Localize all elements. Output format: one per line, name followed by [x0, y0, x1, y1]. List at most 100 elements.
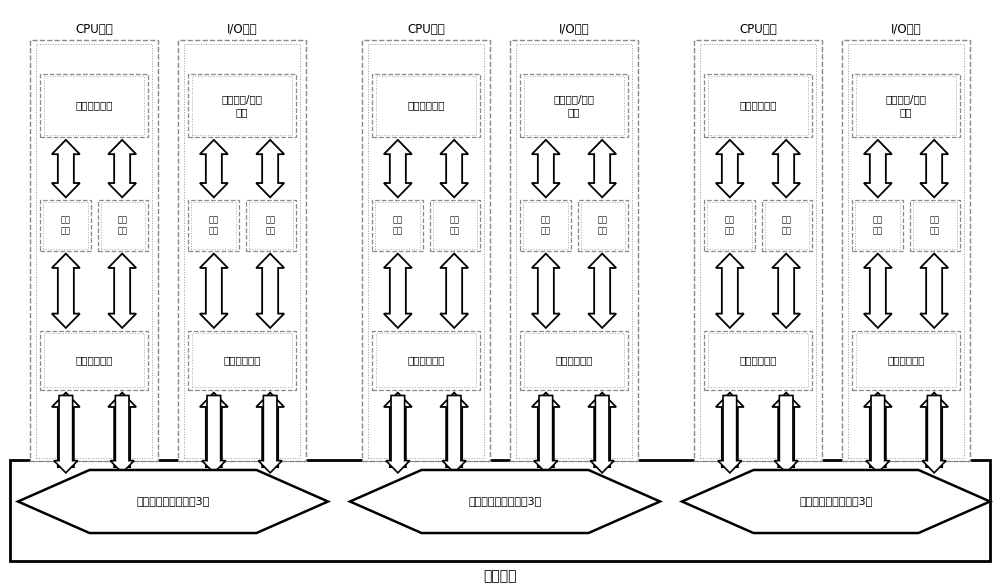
Polygon shape	[384, 253, 412, 328]
Polygon shape	[384, 392, 412, 467]
Polygon shape	[52, 253, 80, 328]
Bar	[510, 40, 638, 461]
Bar	[375, 202, 420, 249]
Polygon shape	[534, 395, 558, 473]
Polygon shape	[718, 395, 742, 473]
Text: 背板接口逻辑: 背板接口逻辑	[223, 355, 261, 365]
Bar	[368, 44, 484, 458]
Text: 数据输入/输出
设备: 数据输入/输出 设备	[222, 94, 262, 117]
Bar	[856, 333, 956, 387]
Bar	[842, 40, 970, 461]
Polygon shape	[108, 392, 136, 467]
Polygon shape	[774, 395, 798, 473]
Bar	[580, 202, 625, 249]
Bar	[707, 202, 752, 249]
Bar	[188, 331, 296, 390]
Text: 功能
模块: 功能 模块	[540, 215, 550, 235]
Text: 功能
模块: 功能 模块	[450, 215, 460, 235]
Polygon shape	[772, 140, 800, 197]
Bar	[762, 200, 812, 251]
Bar	[30, 40, 158, 461]
Polygon shape	[108, 140, 136, 197]
Text: 数据输入/输出
设备: 数据输入/输出 设备	[886, 94, 926, 117]
Text: 机箱背板: 机箱背板	[483, 569, 517, 583]
Bar	[248, 202, 293, 249]
Polygon shape	[256, 253, 284, 328]
Text: 数据处理设备: 数据处理设备	[407, 100, 445, 110]
Polygon shape	[52, 140, 80, 197]
Text: 背板接口逻辑: 背板接口逻辑	[739, 355, 777, 365]
Text: 背板接口逻辑: 背板接口逻辑	[555, 355, 593, 365]
Polygon shape	[866, 395, 890, 473]
Text: 功能
模块: 功能 模块	[598, 215, 608, 235]
Bar	[704, 331, 812, 390]
Polygon shape	[864, 392, 892, 467]
Text: CPU板卡: CPU板卡	[739, 23, 777, 36]
Polygon shape	[256, 392, 284, 467]
Polygon shape	[386, 395, 410, 473]
Text: 功能
模块: 功能 模块	[208, 215, 218, 235]
Bar	[704, 74, 812, 137]
Polygon shape	[52, 392, 80, 467]
Bar	[765, 202, 809, 249]
Bar	[188, 200, 239, 251]
Polygon shape	[716, 140, 744, 197]
Polygon shape	[588, 253, 616, 328]
Text: CPU板卡: CPU板卡	[75, 23, 113, 36]
Polygon shape	[716, 253, 744, 328]
Polygon shape	[772, 253, 800, 328]
Bar	[376, 76, 476, 135]
Bar	[520, 74, 628, 137]
Bar	[694, 40, 822, 461]
Bar	[708, 76, 808, 135]
Bar	[430, 200, 480, 251]
Text: 数据输入/输出
设备: 数据输入/输出 设备	[554, 94, 595, 117]
Bar	[520, 200, 570, 251]
Bar	[516, 44, 632, 458]
Bar	[372, 331, 480, 390]
Bar	[704, 200, 755, 251]
Bar	[852, 331, 960, 390]
Text: 背板信号线（总线段3）: 背板信号线（总线段3）	[468, 496, 542, 506]
Bar	[246, 200, 296, 251]
Bar	[184, 44, 300, 458]
Polygon shape	[588, 392, 616, 467]
Bar	[98, 200, 148, 251]
Bar	[855, 202, 900, 249]
Bar	[372, 200, 422, 251]
Bar	[100, 202, 145, 249]
Text: 数据处理设备: 数据处理设备	[75, 100, 113, 110]
Bar	[40, 331, 148, 390]
Polygon shape	[440, 253, 468, 328]
Text: 功能
模块: 功能 模块	[266, 215, 276, 235]
Text: 功能
模块: 功能 模块	[782, 215, 792, 235]
Polygon shape	[864, 253, 892, 328]
Bar	[910, 200, 960, 251]
Polygon shape	[110, 395, 134, 473]
Bar	[372, 74, 480, 137]
Bar	[36, 44, 152, 458]
Polygon shape	[442, 395, 466, 473]
Bar	[188, 74, 296, 137]
Polygon shape	[588, 140, 616, 197]
Bar	[43, 202, 88, 249]
Bar	[432, 202, 477, 249]
Bar	[856, 76, 956, 135]
Polygon shape	[922, 395, 946, 473]
Text: 背板信号线（总线段3）: 背板信号线（总线段3）	[136, 496, 210, 506]
Polygon shape	[200, 140, 228, 197]
Bar	[524, 76, 624, 135]
Bar	[44, 76, 144, 135]
Text: 背板接口逻辑: 背板接口逻辑	[75, 355, 113, 365]
Polygon shape	[258, 395, 282, 473]
Bar	[523, 202, 568, 249]
Polygon shape	[864, 140, 892, 197]
Bar	[40, 74, 148, 137]
Bar	[524, 333, 624, 387]
Text: 数据处理设备: 数据处理设备	[739, 100, 777, 110]
Bar	[708, 333, 808, 387]
Polygon shape	[532, 140, 560, 197]
Polygon shape	[440, 392, 468, 467]
Polygon shape	[108, 253, 136, 328]
Polygon shape	[920, 140, 948, 197]
